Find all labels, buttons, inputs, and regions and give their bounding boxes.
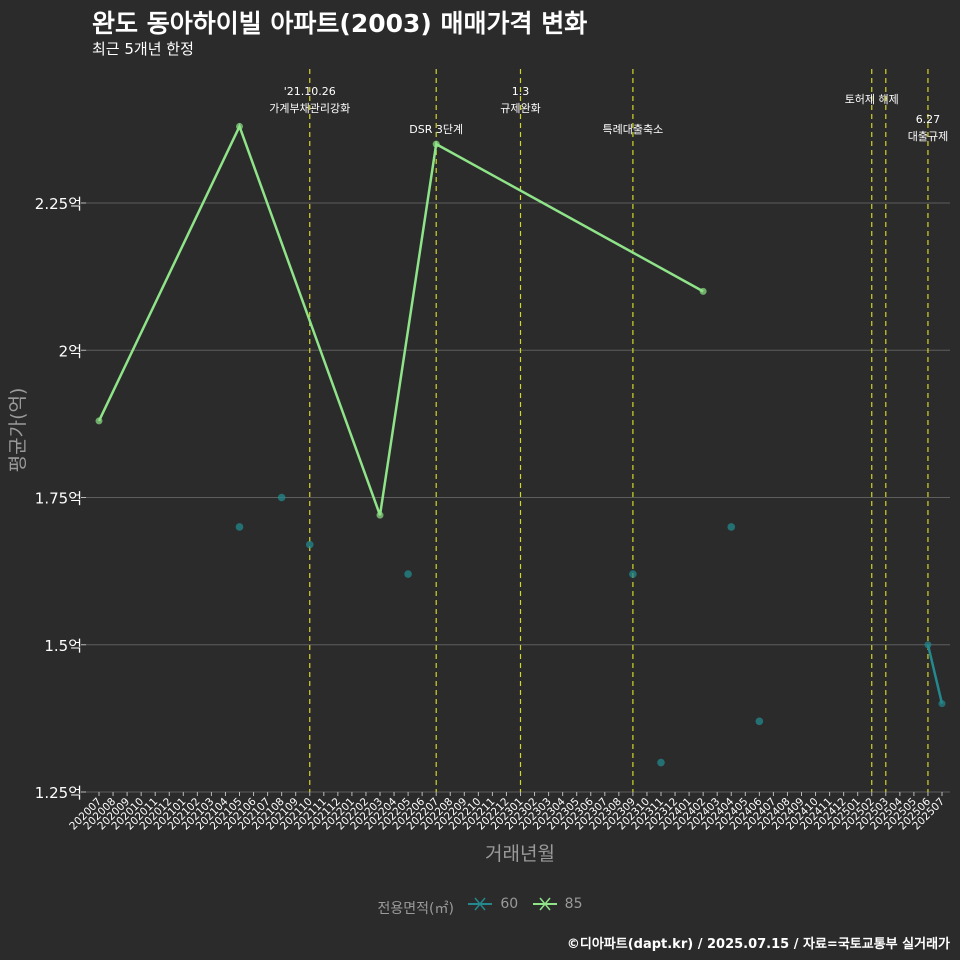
y-tick-label: 1.25억	[35, 784, 82, 802]
y-tick-label: 1.5억	[44, 637, 82, 655]
series-60-point	[629, 570, 637, 578]
y-tick-label: 1.75억	[35, 490, 82, 508]
y-axis-title: 평균가(억)	[7, 388, 29, 473]
x-axis-title: 거래년월	[485, 843, 555, 865]
event-label: 1.3	[512, 85, 530, 98]
event-label: 대출규제	[908, 130, 948, 143]
legend-item-60: 60	[466, 895, 518, 913]
series-60-point	[924, 641, 932, 649]
series-85-point	[95, 417, 103, 425]
event-label: 가계부채관리강화	[269, 102, 350, 115]
event-label: 규제완화	[500, 102, 540, 115]
chart-subtitle: 최근 5개년 한정	[92, 40, 194, 58]
series-85-point	[699, 287, 707, 295]
series-85-point	[236, 122, 243, 130]
series-85-point	[376, 511, 384, 519]
event-label: 특례대출축소	[603, 123, 664, 136]
source-caption: ©디아파트(dapt.kr) / 2025.07.15 / 자료=국토교통부 실…	[566, 937, 950, 952]
series-60-point	[404, 570, 412, 578]
event-label: 토허제 해제	[845, 92, 899, 106]
event-label: '21.10.26	[284, 85, 336, 98]
series-60-point	[727, 523, 736, 531]
y-tick-label: 2억	[59, 342, 82, 360]
legend-item-85: 85	[531, 895, 583, 913]
chart-title: 완도 동아하이빌 아파트(2003) 매매가격 변화	[92, 9, 588, 38]
event-label: 6.27	[916, 113, 941, 126]
event-label: DSR 3단계	[409, 123, 463, 136]
legend: 전용면적(㎡) 60 85	[0, 895, 960, 918]
series-60-point	[938, 700, 946, 708]
series-60-point	[305, 540, 314, 549]
series-60-point	[755, 717, 764, 726]
series-85-line	[97, 123, 704, 516]
series-85-point	[432, 140, 440, 148]
legend-key-85-icon	[532, 897, 557, 911]
legend-label-85: 85	[564, 896, 583, 912]
legend-key-60-icon	[468, 897, 493, 911]
series-60-point	[657, 758, 665, 767]
legend-label-60: 60	[500, 896, 519, 912]
series-60-line	[926, 644, 944, 704]
series-60-point	[277, 493, 286, 502]
legend-title: 전용면적(㎡)	[377, 901, 454, 917]
series-60-point	[235, 523, 244, 531]
y-tick-label: 2.25억	[35, 195, 82, 213]
